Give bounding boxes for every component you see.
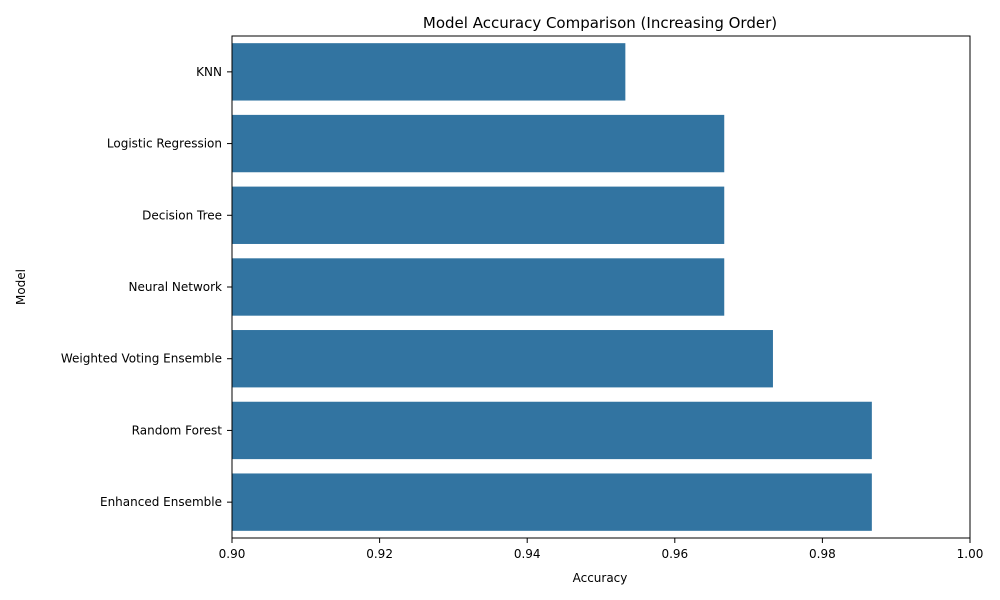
x-tick-label: 0.94: [514, 547, 541, 561]
y-tick-label: KNN: [196, 65, 222, 79]
y-tick-label: Enhanced Ensemble: [100, 495, 222, 509]
chart-title: Model Accuracy Comparison (Increasing Or…: [423, 14, 777, 32]
y-tick-label: Neural Network: [128, 280, 222, 294]
bar-enhanced-ensemble: [232, 473, 872, 531]
bar-weighted-voting-ensemble: [232, 330, 773, 388]
bar-decision-tree: [232, 186, 725, 244]
y-axis-label: Model: [14, 269, 28, 305]
x-axis-label: Accuracy: [573, 571, 628, 585]
x-tick-label: 1.00: [957, 547, 984, 561]
bar-logistic-regression: [232, 114, 725, 173]
bar-knn: [232, 43, 626, 101]
x-tick-label: 0.98: [809, 547, 836, 561]
bar-random-forest: [232, 401, 872, 460]
y-tick-label: Random Forest: [132, 423, 223, 437]
x-tick-label: 0.96: [661, 547, 688, 561]
y-tick-label: Logistic Regression: [107, 137, 222, 151]
y-tick-label: Decision Tree: [142, 208, 222, 222]
x-tick-label: 0.92: [366, 547, 393, 561]
bar-neural-network: [232, 258, 725, 316]
y-tick-label: Weighted Voting Ensemble: [61, 352, 222, 366]
x-tick-label: 0.90: [219, 547, 246, 561]
